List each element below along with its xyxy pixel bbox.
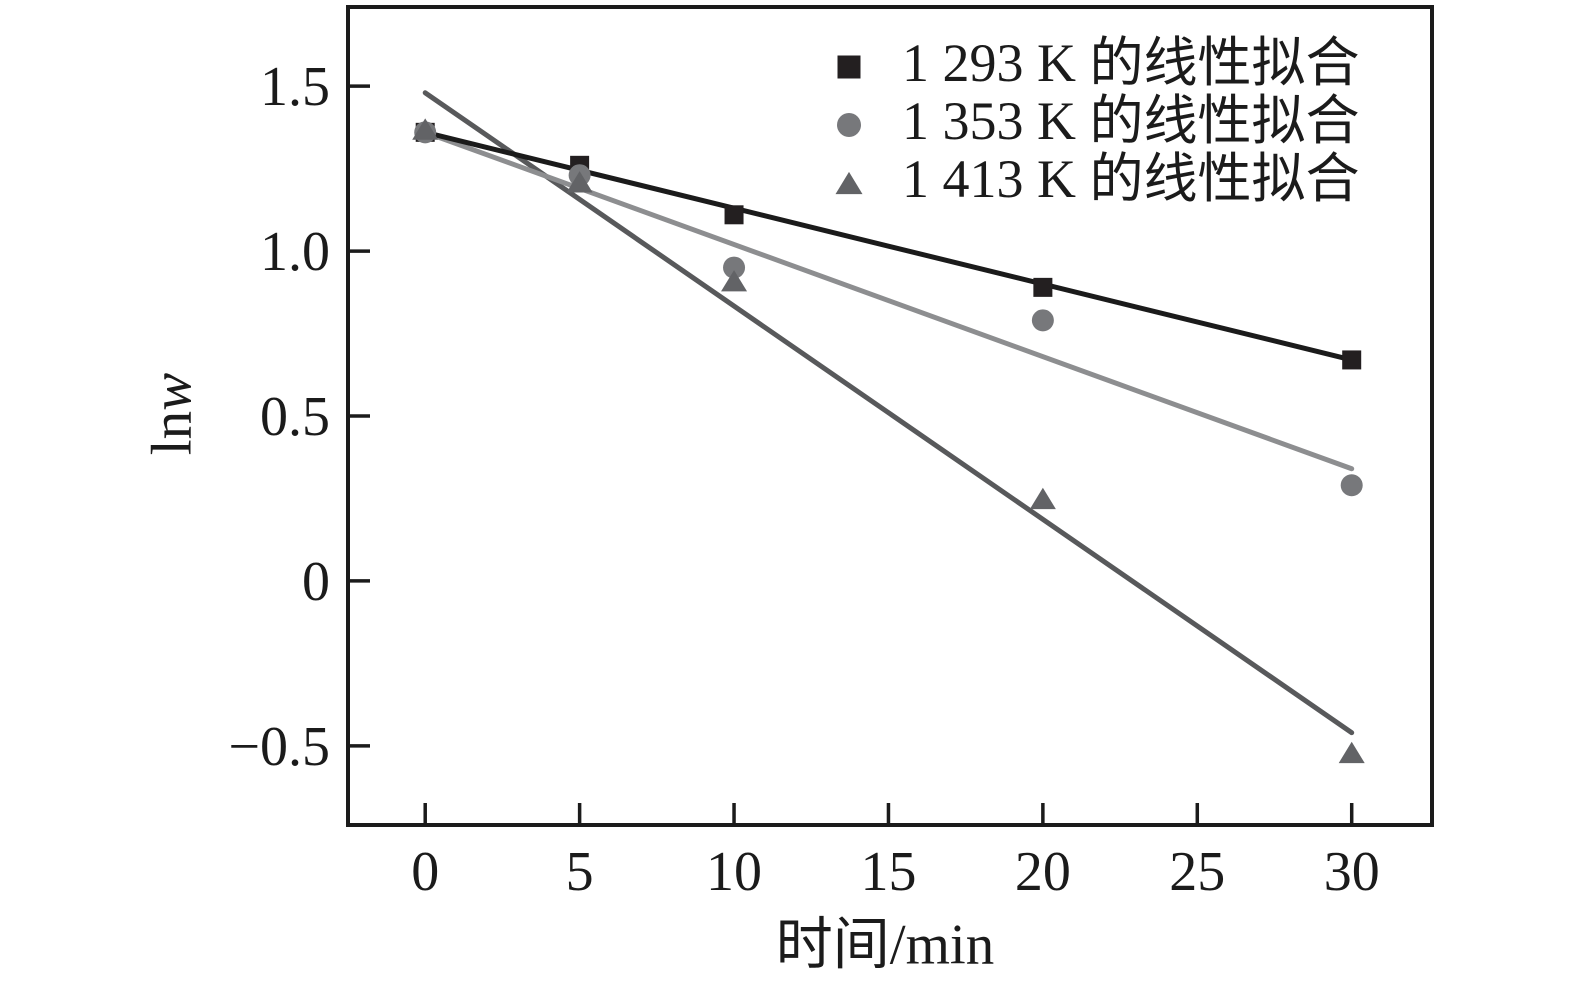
legend-label: 1 353 K 的线性拟合 (902, 91, 1360, 151)
y-tick-label: 1.5 (260, 56, 330, 118)
marker-1353K (1031, 309, 1054, 332)
marker-1353K (1340, 474, 1363, 497)
legend-marker-triangle-icon (835, 171, 863, 195)
marker-1413K (1029, 487, 1056, 510)
fit-line-1413K (422, 90, 1355, 736)
x-tick-label: 15 (860, 841, 916, 903)
x-tick-label: 10 (706, 841, 762, 903)
x-tick-label: 20 (1015, 841, 1071, 903)
legend-item: 1 353 K 的线性拟合 (837, 91, 1360, 151)
y-tick-label: 1.0 (260, 221, 330, 283)
x-tick-label: 30 (1324, 841, 1380, 903)
x-tick-label: 25 (1169, 841, 1225, 903)
legend-item: 1 293 K 的线性拟合 (837, 33, 1360, 93)
legend-label: 1 293 K 的线性拟合 (902, 33, 1360, 93)
legend-marker-circle-icon (837, 113, 861, 137)
marker-1413K (721, 270, 748, 292)
plot-border (346, 5, 1434, 827)
marker-1413K (412, 118, 439, 140)
x-axis-title: 时间/min (775, 913, 995, 977)
y-axis-title-italic: w (140, 372, 204, 411)
x-tick-label: 5 (566, 841, 594, 903)
legend-label: 1 413 K 的线性拟合 (902, 149, 1360, 209)
legend-marker-square-icon (837, 55, 861, 79)
marker-1293K (1342, 350, 1362, 370)
y-tick-label: 0 (302, 551, 330, 613)
marker-1413K (1338, 741, 1365, 764)
marker-1413K (566, 171, 593, 193)
marker-1293K (1033, 277, 1053, 297)
y-axis-title-regular: ln (140, 410, 204, 456)
marker-1293K (724, 205, 744, 225)
legend-item: 1 413 K 的线性拟合 (835, 149, 1360, 209)
y-tick-label: 0.5 (260, 386, 330, 448)
marker-1353K (723, 256, 746, 279)
y-axis-title: lnw (140, 372, 204, 456)
y-tick-label: −0.5 (228, 716, 330, 778)
x-tick-label: 0 (411, 841, 439, 903)
